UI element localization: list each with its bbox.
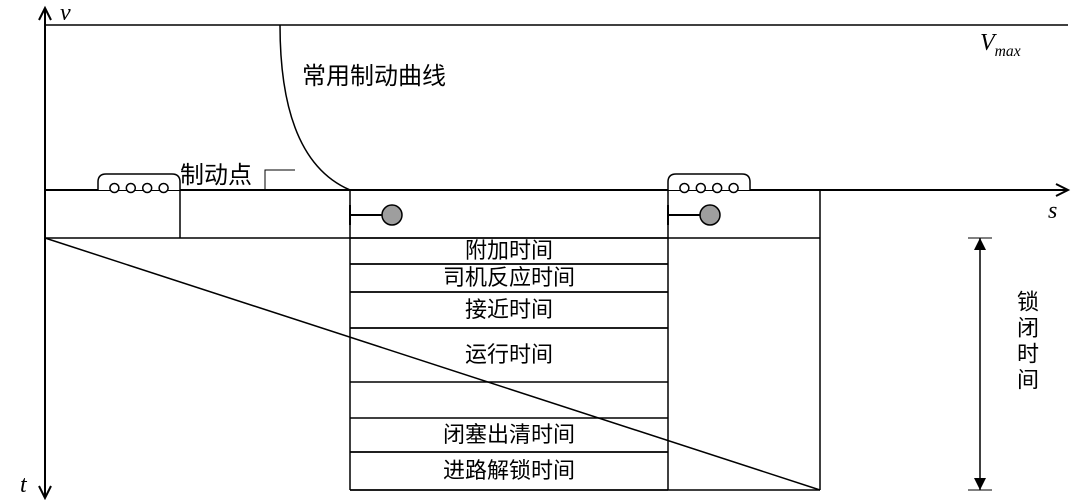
svg-text:进路解锁时间: 进路解锁时间 bbox=[443, 458, 575, 483]
svg-text:司机反应时间: 司机反应时间 bbox=[443, 265, 575, 290]
svg-text:附加时间: 附加时间 bbox=[465, 238, 553, 263]
svg-text:接近时间: 接近时间 bbox=[465, 297, 553, 322]
svg-text:运行时间: 运行时间 bbox=[465, 342, 553, 367]
svg-text:闭塞出清时间: 闭塞出清时间 bbox=[443, 422, 575, 447]
